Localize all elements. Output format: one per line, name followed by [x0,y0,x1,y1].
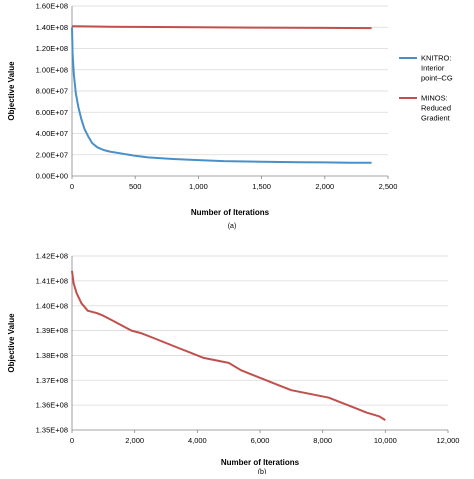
figure-caption: (a) [228,223,237,230]
series-line-0 [71,27,372,164]
x-axis-title: Number of Iterations [221,458,300,467]
x-tick-label: 500 [129,182,142,191]
legend-label-0: KNITRO: [421,54,451,63]
y-axis-title: Objective Value [7,61,16,121]
series-line-0 [71,270,386,421]
x-tick-label: 12,000 [437,436,460,445]
x-tick-label: 10,000 [374,436,397,445]
y-tick-label: 1.20E+08 [36,44,68,53]
y-tick-label: 1.00E+08 [36,65,68,74]
legend-label-1: Reduced [421,104,451,113]
x-tick-label: 0 [70,182,74,191]
chart-panel-b: 1.35E+08 1.36E+08 1.37E+08 1.38E+08 1.39E+08… [0,244,474,476]
x-tick-label: 2,000 [315,182,334,191]
x-tick-label: 6,000 [251,436,270,445]
y-tick-label: 1.40E+08 [36,301,68,310]
x-tick-label: 2,500 [379,182,398,191]
y-tick-label: 1.35E+08 [36,426,68,435]
y-tick-label: 1.40E+08 [36,23,68,32]
figure-caption: (b) [258,469,267,474]
y-tick-label: 0.00E+00 [36,172,68,181]
chart-panel-a: 0.00E+00 2.00E+07 4.00E+07 6.00E+07 8.00E+07… [0,0,474,232]
y-tick-label: 8.00E+07 [36,87,68,96]
y-tick-label: 2.00E+07 [36,150,68,159]
x-tick-label: 1,500 [252,182,271,191]
x-tick-label: 2,000 [125,436,144,445]
y-tick-label: 1.37E+08 [36,376,68,385]
x-tick-label: 1,000 [189,182,208,191]
y-tick-label: 4.00E+07 [36,129,68,138]
series-line-1 [71,25,372,30]
x-axis-title: Number of Iterations [191,208,270,217]
y-tick-label: 1.38E+08 [36,351,68,360]
x-tick-label: 4,000 [188,436,207,445]
legend-label-1: Gradient [421,114,451,123]
y-tick-label: 1.42E+08 [36,252,68,261]
legend-label-1: MINOS: [421,94,448,103]
objective-chart-b: 1.35E+08 1.36E+08 1.37E+08 1.38E+08 1.39E+08… [7,252,460,476]
y-tick-label: 1.36E+08 [36,401,68,410]
legend-label-0: point–CG [421,74,453,83]
y-tick-label: 1.39E+08 [36,326,68,335]
y-tick-label: 1.60E+08 [36,2,68,11]
x-tick-label: 0 [70,436,74,445]
legend-label-0: Interior [421,64,445,73]
y-axis-title: Objective Value [7,313,16,373]
objective-chart-a: 0.00E+00 2.00E+07 4.00E+07 6.00E+07 8.00E+07… [7,2,453,230]
x-tick-label: 8,000 [313,436,332,445]
y-tick-label: 6.00E+07 [36,108,68,117]
y-tick-label: 1.41E+08 [36,276,68,285]
